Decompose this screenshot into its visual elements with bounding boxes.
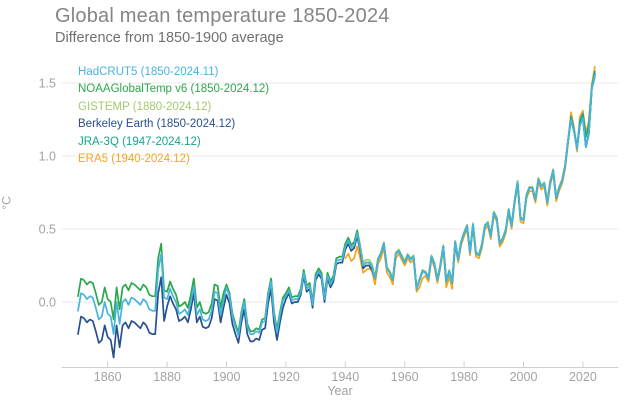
x-tick-label: 1920: [272, 370, 300, 384]
x-tick-label: 1980: [450, 370, 478, 384]
x-axis-label: Year: [327, 384, 353, 398]
x-tick-label: 1860: [94, 370, 122, 384]
x-tick-label: 1940: [331, 370, 359, 384]
legend-item-era5: ERA5 (1940-2024.12): [78, 153, 190, 166]
legend-item-noaaglobaltemp: NOAAGlobalTemp v6 (1850-2024.12): [78, 83, 270, 96]
x-tick-label: 1900: [213, 370, 241, 384]
y-axis-label: °C: [0, 196, 14, 210]
x-tick-label: 2020: [569, 370, 597, 384]
legend-item-hadcrut5: HadCRUT5 (1850-2024.11): [78, 66, 219, 78]
chart-title: Global mean temperature 1850-2024: [55, 5, 390, 27]
legend-item-gistemp: GISTEMP (1880-2024.12): [78, 100, 212, 113]
x-tick-label: 1960: [391, 370, 419, 384]
x-tick-label: 2000: [510, 370, 538, 384]
chart-legend: HadCRUT5 (1850-2024.11) NOAAGlobalTemp v…: [78, 64, 269, 168]
y-tick-label: 1.5: [39, 77, 56, 91]
y-tick-label: 0.5: [39, 223, 56, 237]
legend-item-berkeley-earth: Berkeley Earth (1850-2024.12): [78, 118, 236, 131]
y-tick-label: 0.0: [39, 296, 56, 310]
series-line-era5: [344, 66, 596, 293]
y-tick-label: 1.0: [39, 150, 56, 164]
series-line-hadcrut5: [77, 74, 596, 337]
chart-subtitle: Difference from 1850-1900 average: [55, 30, 284, 46]
x-tick-label: 1880: [153, 370, 181, 384]
legend-item-jra-3q: JRA-3Q (1947-2024.12): [78, 135, 201, 148]
